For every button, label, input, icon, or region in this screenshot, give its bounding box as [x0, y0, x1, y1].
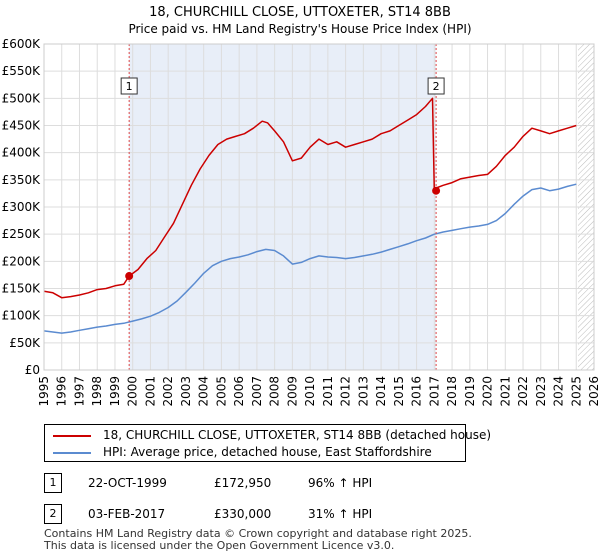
x-tick-label: 2012: [339, 376, 353, 407]
y-tick-label: £300K: [2, 200, 42, 214]
x-tick-label: 2003: [179, 376, 193, 407]
x-tick-label: 1995: [37, 376, 51, 407]
x-tick-label: 2024: [552, 376, 566, 407]
legend-swatch-hpi: [53, 451, 91, 454]
x-tick-label: 2013: [356, 376, 370, 407]
x-tick-label: 2006: [232, 376, 246, 407]
transaction-hpi-change: 96% ↑ HPI: [308, 476, 373, 490]
y-tick-label: £150K: [2, 282, 42, 296]
x-tick-label: 2026: [587, 376, 600, 407]
x-tick-label: 2023: [534, 376, 548, 407]
x-tick-label: 2021: [498, 376, 512, 407]
footer-attribution: Contains HM Land Registry data © Crown c…: [44, 528, 472, 552]
grid-lines: [43, 43, 595, 371]
transaction-price: £172,950: [214, 476, 272, 490]
legend-label-property: 18, CHURCHILL CLOSE, UTTOXETER, ST14 8BB…: [103, 428, 492, 442]
x-tick-label: 2010: [303, 376, 317, 407]
series-line: [43, 97, 577, 299]
y-tick-label: £550K: [2, 64, 42, 78]
chart-title: 18, CHURCHILL CLOSE, UTTOXETER, ST14 8BB: [149, 5, 451, 20]
x-tick-label: 2018: [445, 376, 459, 407]
x-tick-label: 1998: [90, 376, 104, 407]
footer-line-1: Contains HM Land Registry data © Crown c…: [44, 527, 472, 540]
chart-subtitle: Price paid vs. HM Land Registry's House …: [128, 22, 471, 36]
x-tick-label: 2016: [410, 376, 424, 407]
x-tick-label: 2008: [268, 376, 282, 407]
legend-item-hpi: HPI: Average price, detached house, East…: [53, 444, 432, 460]
annotation-label: 2: [433, 80, 440, 93]
y-tick-label: £200K: [2, 254, 42, 268]
transaction-price: £330,000: [214, 507, 272, 521]
x-tick-label: 2009: [285, 376, 299, 407]
price-chart: 18, CHURCHILL CLOSE, UTTOXETER, ST14 8BB…: [2, 5, 600, 407]
plot-frame: [43, 43, 595, 371]
annotation-box: [427, 77, 445, 95]
x-tick-label: 2017: [427, 376, 441, 407]
series-line: [43, 183, 577, 334]
sale-point: [125, 272, 134, 281]
annotation-box: [120, 77, 138, 95]
transaction-date: 03-FEB-2017: [88, 507, 166, 521]
x-tick-label: 2000: [126, 376, 140, 407]
y-axis-labels: £0 £50K £100K £150K £200K £250K £300K £350K £400…: [2, 37, 42, 377]
x-tick-label: 1999: [108, 376, 122, 407]
transaction-badge: 1: [44, 473, 62, 493]
annotation-label: 1: [126, 80, 133, 93]
y-tick-label: £0: [25, 363, 40, 377]
y-tick-label: £250K: [2, 227, 42, 241]
footer-line-2: This data is licensed under the Open Gov…: [44, 539, 395, 552]
x-tick-label: 2002: [161, 376, 175, 407]
x-tick-label: 2019: [463, 376, 477, 407]
y-tick-label: £600K: [2, 37, 42, 51]
y-tick-label: £350K: [2, 173, 42, 187]
transaction-badge: 2: [44, 504, 62, 524]
sale-point: [432, 186, 441, 195]
x-tick-label: 1997: [72, 376, 86, 407]
x-tick-label: 2022: [516, 376, 530, 407]
transaction-date: 22-OCT-1999: [88, 476, 167, 490]
x-tick-label: 2007: [250, 376, 264, 407]
legend-label-hpi: HPI: Average price, detached house, East…: [103, 445, 432, 459]
series-lines: [43, 97, 577, 334]
y-tick-label: £400K: [2, 146, 42, 160]
legend: 18, CHURCHILL CLOSE, UTTOXETER, ST14 8BB…: [44, 424, 491, 462]
y-tick-label: £450K: [2, 119, 42, 133]
x-tick-label: 2015: [392, 376, 406, 407]
legend-item-property: 18, CHURCHILL CLOSE, UTTOXETER, ST14 8BB…: [53, 427, 491, 443]
x-tick-label: 2011: [321, 376, 335, 407]
x-tick-label: 2004: [197, 376, 211, 407]
x-tick-label: 2020: [481, 376, 495, 407]
x-axis-labels: 1995 1996 1997 1998 1999 2000 2001 2002 2003 2004…: [37, 376, 600, 407]
x-tick-label: 2001: [143, 376, 157, 407]
legend-swatch-property: [53, 434, 91, 437]
y-tick-label: £50K: [9, 336, 41, 350]
x-tick-label: 1996: [55, 376, 69, 407]
x-tick-label: 2025: [569, 376, 583, 407]
x-tick-label: 2014: [374, 376, 388, 407]
y-tick-label: £100K: [2, 309, 42, 323]
transaction-hpi-change: 31% ↑ HPI: [308, 507, 373, 521]
x-tick-label: 2005: [214, 376, 228, 407]
y-tick-label: £500K: [2, 91, 42, 105]
